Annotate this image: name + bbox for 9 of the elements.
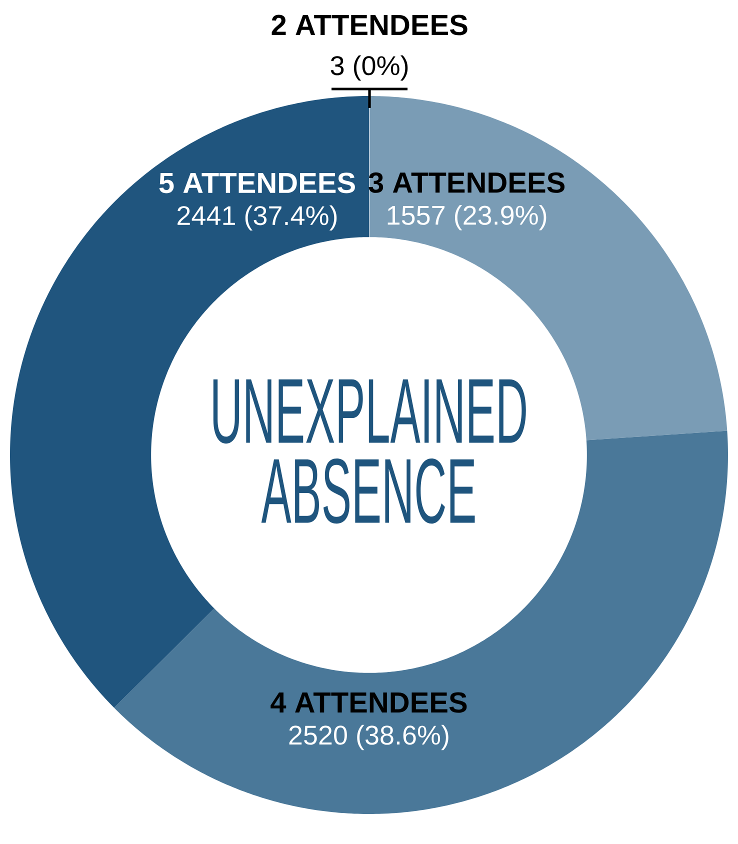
data-label: 2520 (38.6%)	[289, 724, 448, 750]
data-label: 2441 (37.4%)	[178, 205, 337, 231]
data-label: 1557 (23.9%)	[388, 205, 546, 230]
slice-label: 5 ATTENDEES	[159, 172, 355, 194]
slice-label: 4 ATTENDEES	[270, 692, 467, 713]
text: UNEXPLAINED ABSENCE	[213, 379, 526, 524]
data-label: 3 (0%)	[330, 55, 408, 81]
slice-label: 3 ATTENDEES	[368, 172, 565, 193]
slice-label: 2 ATTENDEES	[272, 14, 468, 36]
